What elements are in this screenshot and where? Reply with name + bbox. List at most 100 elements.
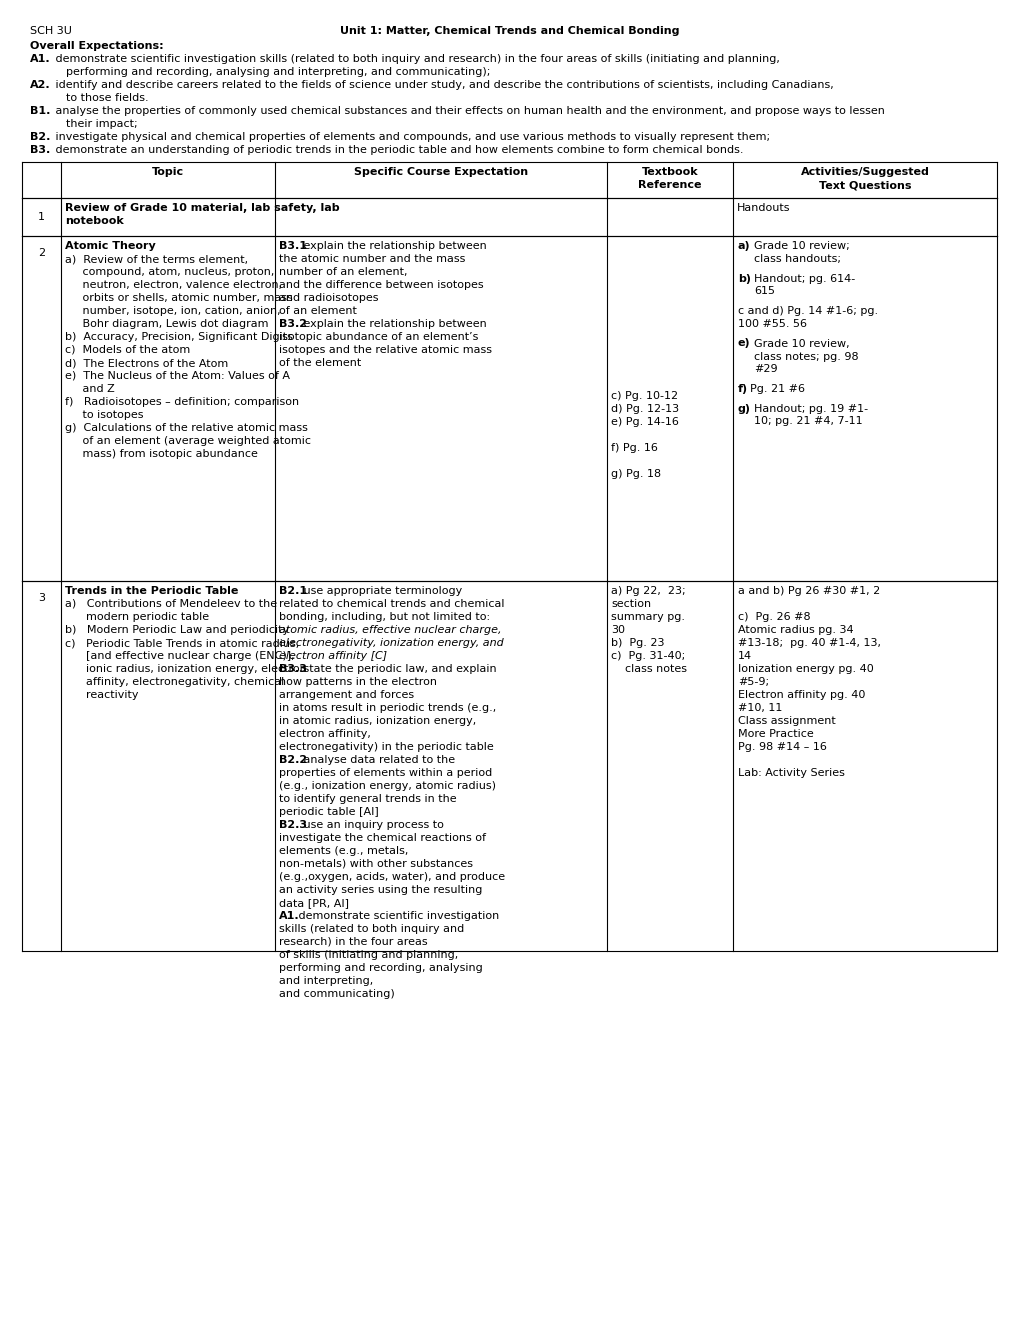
Text: B3.: B3. (30, 145, 50, 154)
Text: compound, atom, nucleus, proton,: compound, atom, nucleus, proton, (65, 267, 274, 277)
Text: demonstrate scientific investigation: demonstrate scientific investigation (294, 911, 498, 921)
Text: Electron affinity pg. 40: Electron affinity pg. 40 (738, 690, 864, 700)
Text: [and effective nuclear charge (ENC)],: [and effective nuclear charge (ENC)], (65, 651, 294, 661)
Text: affinity, electronegativity, chemical: affinity, electronegativity, chemical (65, 677, 284, 686)
Text: SCH 3U: SCH 3U (30, 26, 71, 36)
Text: Topic: Topic (152, 168, 183, 177)
Text: e)  The Nucleus of the Atom: Values of A: e) The Nucleus of the Atom: Values of A (65, 371, 289, 381)
Text: a): a) (738, 242, 750, 251)
Text: to isotopes: to isotopes (65, 411, 144, 420)
Text: c)  Pg. 26 #8: c) Pg. 26 #8 (738, 612, 810, 622)
Text: section: section (610, 599, 650, 609)
Text: in atomic radius, ionization energy,: in atomic radius, ionization energy, (279, 715, 476, 726)
Text: identify and describe careers related to the fields of science under study, and : identify and describe careers related to… (52, 81, 833, 90)
Text: arrangement and forces: arrangement and forces (279, 690, 414, 700)
Text: use appropriate terminology: use appropriate terminology (300, 586, 462, 597)
Text: B1.: B1. (30, 106, 50, 116)
Text: analyse data related to the: analyse data related to the (300, 755, 454, 766)
Text: explain the relationship between: explain the relationship between (300, 242, 486, 251)
Text: A1.: A1. (279, 911, 300, 921)
Text: bonding, including, but not limited to:: bonding, including, but not limited to: (279, 612, 490, 622)
Text: B2.2: B2.2 (279, 755, 307, 766)
Text: research) in the four areas: research) in the four areas (279, 937, 427, 946)
Text: electronegativity) in the periodic table: electronegativity) in the periodic table (279, 742, 493, 752)
Text: Atomic radius pg. 34: Atomic radius pg. 34 (738, 624, 853, 635)
Text: Grade 10 review,: Grade 10 review, (753, 338, 849, 348)
Text: their impact;: their impact; (52, 119, 138, 129)
Text: Class assignment: Class assignment (738, 715, 835, 726)
Text: b): b) (738, 273, 750, 284)
Text: Lab: Activity Series: Lab: Activity Series (738, 768, 844, 777)
Text: and communicating): and communicating) (279, 989, 394, 999)
Text: isotopic abundance of an element’s: isotopic abundance of an element’s (279, 333, 478, 342)
Text: Trends in the Periodic Table: Trends in the Periodic Table (65, 586, 238, 597)
Text: to those fields.: to those fields. (52, 92, 149, 103)
Text: number, isotope, ion, cation, anion,: number, isotope, ion, cation, anion, (65, 306, 280, 315)
Text: B3.2: B3.2 (279, 319, 307, 329)
Text: g) Pg. 18: g) Pg. 18 (610, 469, 660, 479)
Text: and radioisotopes: and radioisotopes (279, 293, 378, 304)
Text: Grade 10 review;: Grade 10 review; (753, 242, 849, 251)
Text: f)   Radioisotopes – definition; comparison: f) Radioisotopes – definition; compariso… (65, 397, 299, 407)
Text: g): g) (738, 404, 750, 413)
Text: Handout; pg. 19 #1-: Handout; pg. 19 #1- (753, 404, 867, 413)
Text: 10; pg. 21 #4, 7-11: 10; pg. 21 #4, 7-11 (753, 417, 862, 426)
Text: c) Pg. 10-12: c) Pg. 10-12 (610, 391, 678, 401)
Text: B2.3: B2.3 (279, 820, 307, 830)
Text: investigate physical and chemical properties of elements and compounds, and use : investigate physical and chemical proper… (52, 132, 769, 143)
Text: Pg. 21 #6: Pg. 21 #6 (749, 384, 804, 393)
Text: and the difference between isotopes: and the difference between isotopes (279, 280, 483, 290)
Text: Handout; pg. 614-: Handout; pg. 614- (753, 273, 854, 284)
Text: mass) from isotopic abundance: mass) from isotopic abundance (65, 449, 258, 459)
Text: properties of elements within a period: properties of elements within a period (279, 768, 492, 777)
Text: a)   Contributions of Mendeleev to the: a) Contributions of Mendeleev to the (65, 599, 277, 609)
Text: data [PR, AI]: data [PR, AI] (279, 898, 348, 908)
Text: f): f) (738, 384, 747, 393)
Text: #29: #29 (753, 364, 776, 375)
Text: modern periodic table: modern periodic table (65, 612, 209, 622)
Text: 2: 2 (38, 248, 45, 257)
Text: electron affinity,: electron affinity, (279, 729, 371, 739)
Text: orbits or shells, atomic number, mass: orbits or shells, atomic number, mass (65, 293, 292, 304)
Text: related to chemical trends and chemical: related to chemical trends and chemical (279, 599, 504, 609)
Text: Review of Grade 10 material, lab safety, lab: Review of Grade 10 material, lab safety,… (65, 203, 339, 213)
Text: non-metals) with other substances: non-metals) with other substances (279, 859, 473, 869)
Text: Textbook: Textbook (641, 168, 698, 177)
Text: 1: 1 (38, 213, 45, 222)
Text: use an inquiry process to: use an inquiry process to (300, 820, 443, 830)
Text: B3.3: B3.3 (279, 664, 307, 675)
Text: class notes; pg. 98: class notes; pg. 98 (753, 351, 858, 362)
Text: B2.: B2. (30, 132, 50, 143)
Text: skills (related to both inquiry and: skills (related to both inquiry and (279, 924, 464, 935)
Text: Overall Expectations:: Overall Expectations: (30, 41, 163, 51)
Text: notebook: notebook (65, 216, 123, 226)
Text: #5-9;: #5-9; (738, 677, 768, 686)
Text: Bohr diagram, Lewis dot diagram: Bohr diagram, Lewis dot diagram (65, 319, 268, 329)
Text: an activity series using the resulting: an activity series using the resulting (279, 884, 482, 895)
Text: Specific Course Expectation: Specific Course Expectation (354, 168, 528, 177)
Text: class handouts;: class handouts; (753, 253, 841, 264)
Text: periodic table [AI]: periodic table [AI] (279, 807, 378, 817)
Text: of skills (initiating and planning,: of skills (initiating and planning, (279, 950, 458, 960)
Text: of an element: of an element (279, 306, 357, 315)
Text: a and b) Pg 26 #30 #1, 2: a and b) Pg 26 #30 #1, 2 (738, 586, 879, 597)
Text: the atomic number and the mass: the atomic number and the mass (279, 253, 465, 264)
Text: e): e) (738, 338, 750, 348)
Text: to identify general trends in the: to identify general trends in the (279, 795, 457, 804)
Text: demonstrate an understanding of periodic trends in the periodic table and how el: demonstrate an understanding of periodic… (52, 145, 743, 154)
Text: 100 #55. 56: 100 #55. 56 (738, 319, 806, 329)
Text: number of an element,: number of an element, (279, 267, 408, 277)
Text: Pg. 98 #14 – 16: Pg. 98 #14 – 16 (738, 742, 826, 752)
Text: e) Pg. 14-16: e) Pg. 14-16 (610, 417, 679, 426)
Text: c)   Periodic Table Trends in atomic radius,: c) Periodic Table Trends in atomic radiu… (65, 638, 299, 648)
Text: atomic radius, effective nuclear charge,: atomic radius, effective nuclear charge, (279, 624, 501, 635)
Text: b)  Accuracy, Precision, Significant Digits: b) Accuracy, Precision, Significant Digi… (65, 333, 292, 342)
Text: how patterns in the electron: how patterns in the electron (279, 677, 436, 686)
Text: demonstrate scientific investigation skills (related to both inquiry and researc: demonstrate scientific investigation ski… (52, 54, 780, 63)
Text: Handouts: Handouts (737, 203, 790, 213)
Text: class notes: class notes (610, 664, 687, 675)
Text: A2.: A2. (30, 81, 51, 90)
Text: ionic radius, ionization energy, electron: ionic radius, ionization energy, electro… (65, 664, 307, 675)
Text: isotopes and the relative atomic mass: isotopes and the relative atomic mass (279, 345, 491, 355)
Text: c and d) Pg. 14 #1-6; pg.: c and d) Pg. 14 #1-6; pg. (738, 306, 877, 315)
